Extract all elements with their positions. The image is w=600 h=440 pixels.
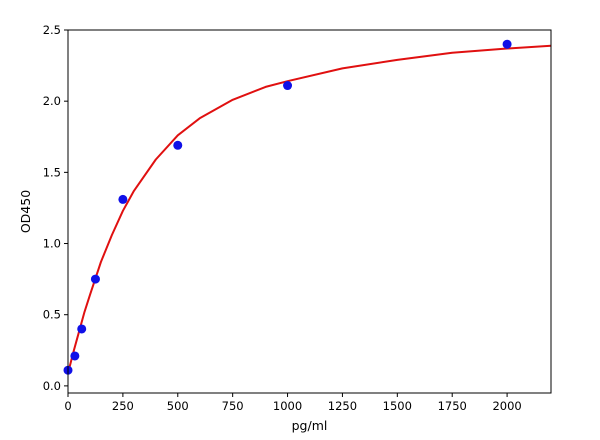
x-tick-label: 1750 (438, 399, 467, 413)
data-point (118, 194, 128, 204)
data-point (173, 140, 183, 150)
x-tick-label: 500 (167, 399, 189, 413)
x-axis-ticks: 0 250 500 750 1000 1250 1500 1750 2000 (64, 393, 522, 413)
x-tick-label: 1250 (328, 399, 357, 413)
fit-curve-line (67, 44, 552, 374)
x-tick-label: 0 (64, 399, 71, 413)
fit-curve-layer (67, 44, 552, 374)
y-tick-label: 2.0 (43, 94, 61, 108)
x-tick-label: 750 (222, 399, 244, 413)
x-tick-label: 1500 (383, 399, 412, 413)
y-tick-label: 1.0 (43, 237, 61, 251)
data-point (70, 351, 80, 361)
data-point (502, 39, 512, 49)
y-tick-label: 0.5 (43, 308, 61, 322)
y-tick-label: 0.0 (43, 379, 61, 393)
x-tick-label: 1000 (273, 399, 302, 413)
data-point (283, 81, 293, 91)
data-point (77, 324, 87, 334)
y-tick-label: 2.5 (43, 23, 61, 37)
data-point (90, 274, 100, 284)
x-tick-label: 2000 (492, 399, 521, 413)
y-axis-title: OD450 (18, 190, 33, 233)
plot-frame (67, 29, 552, 394)
x-axis-title: pg/ml (292, 418, 328, 433)
y-axis-ticks: 0.0 0.5 1.0 1.5 2.0 2.5 (43, 23, 68, 393)
x-tick-label: 250 (112, 399, 134, 413)
data-points-layer (63, 39, 512, 375)
y-tick-label: 1.5 (43, 165, 61, 179)
